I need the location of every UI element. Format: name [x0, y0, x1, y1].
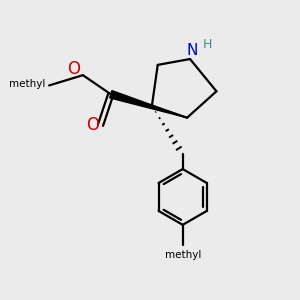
Text: methyl: methyl	[9, 79, 46, 89]
Text: O: O	[68, 60, 81, 78]
Text: N: N	[187, 43, 198, 58]
Text: O: O	[86, 116, 99, 134]
Text: H: H	[202, 38, 212, 51]
Polygon shape	[110, 91, 187, 118]
Text: methyl: methyl	[164, 250, 201, 260]
